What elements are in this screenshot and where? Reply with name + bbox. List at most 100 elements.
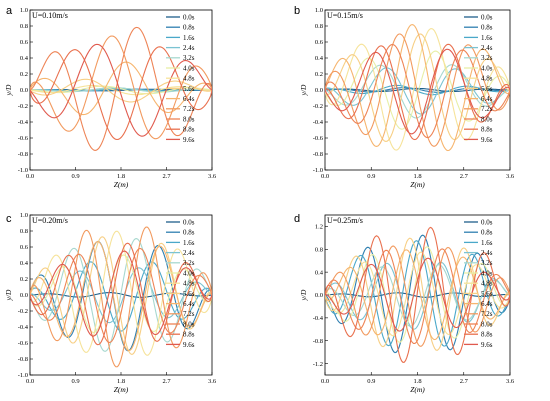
y-tick-label: 0.2 xyxy=(20,276,28,283)
x-axis-label: Z(m) xyxy=(410,385,425,394)
series-line-8.8s xyxy=(325,226,510,363)
x-tick-label: 0.0 xyxy=(321,173,329,180)
x-tick-label: 3.6 xyxy=(506,173,515,180)
legend-label: 6.4s xyxy=(481,95,493,103)
y-tick-label: 0.4 xyxy=(315,269,324,276)
y-tick-label: -1.0 xyxy=(313,167,323,174)
y-tick-label: -0.4 xyxy=(18,324,29,331)
legend-label: 5.6s xyxy=(183,290,195,298)
series-line-1.6s xyxy=(30,261,212,332)
series-line-3.2s xyxy=(30,238,212,352)
panel-letter: d xyxy=(294,213,300,225)
x-tick-label: 0.0 xyxy=(321,378,329,385)
y-tick-label: 0.8 xyxy=(20,23,28,30)
x-tick-label: 1.8 xyxy=(413,378,421,385)
legend-label: 2.4s xyxy=(481,249,493,257)
series-line-4.8s xyxy=(325,28,510,151)
y-tick-label: -0.4 xyxy=(18,119,29,126)
legend-label: 4.0s xyxy=(183,64,195,72)
condition-label: U=0.15m/s xyxy=(327,11,363,20)
y-tick-label: -0.2 xyxy=(313,103,323,110)
y-axis-label: y/D xyxy=(299,84,308,96)
legend-label: 4.8s xyxy=(183,75,195,83)
series-line-6.4s xyxy=(325,24,510,152)
series-lines xyxy=(325,24,510,152)
x-tick-label: 2.7 xyxy=(162,378,171,385)
legend-label: 0.8s xyxy=(183,24,195,32)
series-line-6.4s xyxy=(30,61,212,116)
series-line-8.0s xyxy=(30,247,212,344)
legend-label: 7.2s xyxy=(481,105,493,113)
legend-label: 3.2s xyxy=(481,54,493,62)
y-tick-label: 0.4 xyxy=(315,55,324,62)
y-axis-label: y/D xyxy=(299,289,308,301)
series-line-8.0s xyxy=(30,26,212,151)
legend-label: 8.8s xyxy=(481,331,493,339)
series-lines xyxy=(325,226,510,363)
y-tick-label: 1.0 xyxy=(20,7,28,14)
y-tick-label: 0.8 xyxy=(315,23,323,30)
y-tick-label: 0.6 xyxy=(20,39,29,46)
legend-label: 5.6s xyxy=(183,85,195,93)
x-tick-label: 1.8 xyxy=(117,173,125,180)
y-tick-label: 0.0 xyxy=(315,292,323,299)
y-tick-label: -0.8 xyxy=(313,338,323,345)
y-tick-label: -0.2 xyxy=(18,103,28,110)
legend: 0.0s 0.8s 1.6s 2.4s 3.2s 4.0s 4.8s 5.6s 6.4s 7.2s… xyxy=(464,218,493,349)
series-line-4.8s xyxy=(325,251,510,337)
y-tick-label: -1.2 xyxy=(313,361,323,368)
panel-letter: a xyxy=(6,5,13,17)
legend-label: 9.6s xyxy=(183,341,195,349)
legend-label: 6.4s xyxy=(183,300,195,308)
series-line-3.2s xyxy=(325,264,510,327)
series-line-7.2s xyxy=(325,245,510,347)
legend-label: 0.8s xyxy=(481,24,493,32)
legend-label: 3.2s xyxy=(481,259,493,267)
condition-label: U=0.20m/s xyxy=(32,216,68,225)
y-axis-label: y/D xyxy=(4,84,13,96)
series-line-9.6s xyxy=(325,257,510,332)
legend-label: 7.2s xyxy=(481,310,493,318)
legend-label: 3.2s xyxy=(183,54,195,62)
panel-b: b U=0.15m/s 0.0 0.9 1.8 2.7 3.6 -1.0 -0.8 -0.6 -0.… xyxy=(294,5,515,189)
series-line-9.6s xyxy=(30,250,212,337)
legend-label: 7.2s xyxy=(183,105,195,113)
legend-label: 2.4s xyxy=(481,44,493,52)
legend-label: 8.0s xyxy=(481,320,493,328)
y-tick-label: -0.6 xyxy=(18,135,29,142)
legend-label: 2.4s xyxy=(183,44,195,52)
y-tick-label: 0.6 xyxy=(315,39,324,46)
series-line-0.8s xyxy=(325,234,510,354)
x-tick-label: 0.9 xyxy=(367,378,375,385)
legend-label: 9.6s xyxy=(183,136,195,144)
legend-label: 4.8s xyxy=(481,75,493,83)
legend-label: 0.8s xyxy=(481,229,493,237)
legend-label: 1.6s xyxy=(481,239,493,247)
series-line-9.6s xyxy=(30,43,212,137)
legend-label: 4.0s xyxy=(183,269,195,277)
series-line-4.0s xyxy=(325,246,510,343)
legend-label: 0.8s xyxy=(183,229,195,237)
y-tick-label: -0.4 xyxy=(313,119,324,126)
legend-label: 4.8s xyxy=(481,280,493,288)
y-tick-label: -0.8 xyxy=(18,151,28,158)
y-tick-label: -1.0 xyxy=(18,372,28,379)
series-line-4.8s xyxy=(30,230,212,356)
legend-label: 0.0s xyxy=(183,218,195,226)
legend-label: 4.0s xyxy=(481,64,493,72)
series-line-7.2s xyxy=(30,226,212,368)
legend-label: 8.0s xyxy=(481,115,493,123)
legend-label: 9.6s xyxy=(481,341,493,349)
x-tick-label: 0.9 xyxy=(71,378,79,385)
y-tick-label: -0.8 xyxy=(18,356,28,363)
legend-label: 0.0s xyxy=(481,218,493,226)
legend-label: 8.8s xyxy=(183,126,195,134)
condition-label: U=0.10m/s xyxy=(32,11,68,20)
x-tick-label: 3.6 xyxy=(506,378,515,385)
condition-label: U=0.25m/s xyxy=(327,216,363,225)
legend-label: 9.6s xyxy=(481,136,493,144)
series-line-7.2s xyxy=(325,33,510,147)
legend-label: 5.6s xyxy=(481,290,493,298)
y-tick-label: 0.0 xyxy=(315,87,323,94)
series-line-3.2s xyxy=(325,64,510,119)
